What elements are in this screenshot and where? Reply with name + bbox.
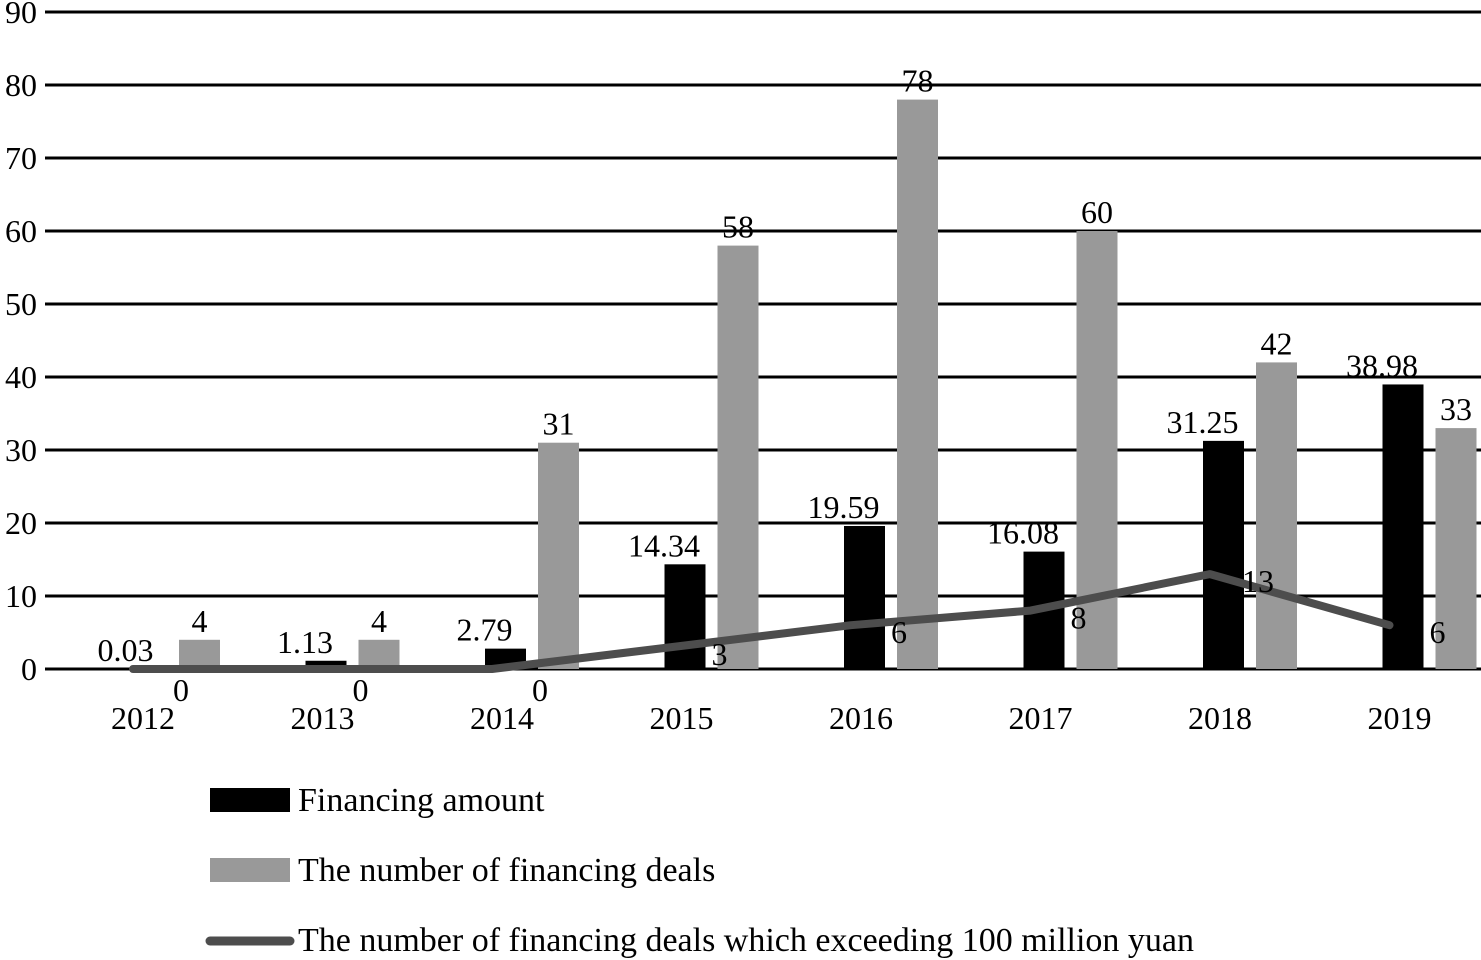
bar-financing-deals	[717, 245, 759, 669]
y-tick-label: 0	[21, 651, 37, 687]
data-label-large-deals: 0	[353, 672, 369, 708]
data-label-financing-deals: 4	[192, 603, 208, 639]
x-tick-label: 2018	[1188, 700, 1252, 736]
data-label-financing-amount: 1.13	[277, 624, 333, 660]
data-label-large-deals: 6	[891, 614, 907, 650]
legend-label-financing-deals: The number of financing deals	[298, 852, 715, 889]
data-label-financing-amount: 16.08	[987, 515, 1059, 551]
bar-financing-deals	[1256, 362, 1297, 669]
data-label-financing-deals: 4	[371, 603, 387, 639]
y-tick-label: 40	[5, 359, 37, 395]
bar-financing-deals	[538, 442, 579, 669]
line-point-large-deals	[1209, 573, 1211, 576]
x-axis: 2012 2013 2014 2015 2016 2017 2018 2019	[111, 700, 1432, 736]
y-tick-label: 30	[5, 432, 37, 468]
bar-financing-deals	[1435, 428, 1477, 669]
x-tick-label: 2012	[111, 700, 175, 736]
x-tick-label: 2015	[650, 700, 714, 736]
data-label-financing-amount: 14.34	[628, 527, 700, 563]
data-label-financing-amount: 0.03	[98, 632, 154, 668]
gridlines	[45, 10, 1481, 671]
data-labels: 0.03 1.13 2.79 14.34 19.59 16.08 31.25 38.98 4 4 3…	[98, 63, 1473, 708]
data-label-large-deals: 6	[1430, 614, 1446, 650]
y-tick-label: 60	[5, 213, 37, 249]
line-point-large-deals	[850, 624, 852, 627]
legend-swatch-financing-amount	[210, 788, 290, 812]
bar-financing-deals	[897, 99, 938, 670]
line-point-large-deals	[670, 646, 673, 649]
line-point-large-deals	[1029, 609, 1032, 612]
x-tick-label: 2013	[291, 700, 355, 736]
x-tick-label: 2017	[1009, 700, 1073, 736]
line-point-large-deals	[132, 668, 134, 670]
y-tick-label: 20	[5, 505, 37, 541]
x-tick-label: 2019	[1368, 700, 1432, 736]
data-label-financing-amount: 19.59	[808, 489, 880, 525]
data-label-financing-amount: 38.98	[1346, 347, 1418, 383]
y-tick-label: 90	[5, 0, 37, 30]
legend-label-financing-amount: Financing amount	[298, 782, 545, 819]
bar-financing-amount	[305, 660, 347, 669]
line-point-large-deals	[1388, 624, 1391, 627]
x-tick-label: 2016	[829, 700, 893, 736]
data-label-financing-deals: 33	[1440, 391, 1472, 427]
data-label-large-deals: 3	[712, 636, 728, 672]
bar-financing-amount	[664, 564, 706, 669]
legend-label-large-deals: The number of financing deals which exce…	[298, 922, 1194, 959]
y-tick-label: 50	[5, 286, 37, 322]
data-label-financing-amount: 2.79	[457, 612, 513, 648]
line-point-large-deals	[311, 668, 314, 670]
line-point-large-deals	[491, 668, 493, 670]
y-tick-label: 10	[5, 578, 37, 614]
data-label-financing-deals: 31	[543, 406, 575, 442]
line-large-deals	[129, 570, 1394, 673]
data-label-financing-amount: 31.25	[1167, 404, 1239, 440]
y-tick-label: 70	[5, 140, 37, 176]
data-label-large-deals: 13	[1242, 563, 1274, 599]
y-tick-label: 80	[5, 67, 37, 103]
data-label-large-deals: 0	[532, 672, 548, 708]
data-label-financing-deals: 78	[902, 63, 934, 99]
data-label-large-deals: 0	[173, 672, 189, 708]
data-label-large-deals: 8	[1071, 600, 1087, 636]
legend: Financing amount The number of financing…	[205, 782, 1194, 959]
bars	[126, 99, 1477, 670]
legend-swatch-financing-deals	[210, 858, 290, 882]
data-label-financing-deals: 58	[722, 209, 754, 245]
bar-financing-amount	[844, 525, 885, 669]
y-axis: 0 10 20 30 40 50 60 70 80 90	[5, 0, 37, 687]
bar-financing-deals	[179, 639, 220, 669]
data-label-financing-deals: 60	[1081, 194, 1113, 230]
bar-financing-deals	[358, 639, 400, 669]
x-tick-label: 2014	[470, 700, 534, 736]
bar-financing-amount	[1203, 440, 1244, 669]
line-series	[129, 570, 1394, 673]
data-label-financing-deals: 42	[1261, 325, 1293, 361]
